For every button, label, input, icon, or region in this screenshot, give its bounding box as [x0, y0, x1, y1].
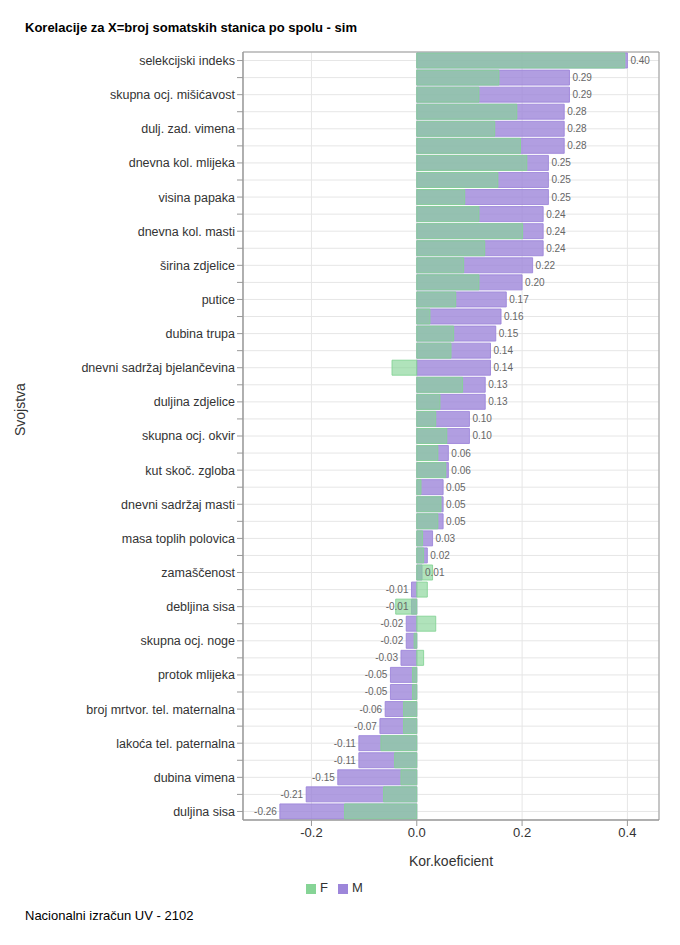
svg-text:Kor.koeficient: Kor.koeficient	[409, 853, 493, 869]
svg-text:zamaščenost: zamaščenost	[161, 566, 235, 580]
svg-text:-0.06: -0.06	[359, 704, 382, 715]
svg-text:-0.11: -0.11	[334, 755, 356, 766]
svg-text:0.16: 0.16	[504, 311, 524, 322]
svg-text:protok mlijeka: protok mlijeka	[158, 668, 235, 682]
svg-text:0.14: 0.14	[493, 362, 513, 373]
svg-text:0.01: 0.01	[425, 567, 445, 578]
svg-text:0.25: 0.25	[551, 192, 571, 203]
svg-text:0.14: 0.14	[493, 345, 513, 356]
svg-text:dnevni sadržaj bjelančevina: dnevni sadržaj bjelančevina	[81, 361, 235, 375]
svg-text:lakoća tel. paternalna: lakoća tel. paternalna	[116, 737, 235, 751]
svg-text:-0.03: -0.03	[375, 652, 398, 663]
svg-text:širina zdjelice: širina zdjelice	[160, 259, 235, 273]
svg-text:kut skoč. zgloba: kut skoč. zgloba	[145, 464, 235, 478]
svg-text:-0.26: -0.26	[254, 806, 277, 817]
svg-text:0.24: 0.24	[546, 226, 566, 237]
svg-text:0.4: 0.4	[618, 825, 636, 840]
svg-text:0.24: 0.24	[546, 243, 566, 254]
svg-text:0.0: 0.0	[408, 825, 426, 840]
svg-text:0.05: 0.05	[446, 482, 466, 493]
svg-text:-0.02: -0.02	[380, 635, 403, 646]
svg-text:0.2: 0.2	[513, 825, 531, 840]
svg-text:0.24: 0.24	[546, 209, 566, 220]
svg-text:0.29: 0.29	[572, 89, 592, 100]
svg-text:0.22: 0.22	[536, 260, 556, 271]
svg-text:dnevni sadržaj masti: dnevni sadržaj masti	[121, 498, 235, 512]
svg-text:duljina zdjelice: duljina zdjelice	[154, 395, 235, 409]
svg-text:0.10: 0.10	[472, 430, 492, 441]
svg-text:skupna ocj. mišićavost: skupna ocj. mišićavost	[110, 88, 236, 102]
svg-text:0.13: 0.13	[488, 396, 508, 407]
svg-text:-0.21: -0.21	[280, 789, 303, 800]
svg-text:0.13: 0.13	[488, 379, 508, 390]
svg-text:-0.05: -0.05	[365, 669, 388, 680]
svg-text:0.28: 0.28	[567, 123, 587, 134]
svg-text:masa toplih polovica: masa toplih polovica	[122, 532, 235, 546]
svg-text:0.03: 0.03	[436, 533, 456, 544]
svg-text:0.25: 0.25	[551, 157, 571, 168]
svg-text:0.05: 0.05	[446, 499, 466, 510]
svg-text:-0.07: -0.07	[354, 721, 377, 732]
svg-text:-0.01: -0.01	[386, 584, 409, 595]
svg-text:dubina vimena: dubina vimena	[154, 771, 235, 785]
svg-text:0.06: 0.06	[451, 465, 471, 476]
svg-text:-0.2: -0.2	[300, 825, 322, 840]
svg-text:0.17: 0.17	[509, 294, 529, 305]
svg-text:0.05: 0.05	[446, 516, 466, 527]
svg-text:dulj. zad. vimena: dulj. zad. vimena	[141, 122, 235, 136]
html-text:F: F	[320, 880, 328, 895]
svg-text:duljina sisa: duljina sisa	[173, 805, 235, 819]
svg-text:-0.01: -0.01	[386, 601, 409, 612]
svg-text:dubina trupa: dubina trupa	[165, 327, 235, 341]
svg-text:-0.05: -0.05	[365, 686, 388, 697]
svg-text:0.02: 0.02	[430, 550, 450, 561]
svg-text:-0.11: -0.11	[334, 738, 356, 749]
svg-text:dnevna kol. mlijeka: dnevna kol. mlijeka	[129, 156, 235, 170]
html-text:M: M	[352, 880, 363, 895]
svg-text:0.15: 0.15	[499, 328, 519, 339]
svg-text:skupna ocj. noge: skupna ocj. noge	[140, 634, 235, 648]
svg-text:-0.15: -0.15	[312, 772, 335, 783]
svg-text:0.28: 0.28	[567, 140, 587, 151]
html-text:Nacionalni izračun UV - 2102: Nacionalni izračun UV - 2102	[25, 908, 194, 923]
svg-text:skupna ocj. okvir: skupna ocj. okvir	[142, 429, 235, 443]
svg-text:selekcijski indeks: selekcijski indeks	[139, 54, 235, 68]
svg-text:0.25: 0.25	[551, 174, 571, 185]
svg-text:dnevna kol. masti: dnevna kol. masti	[138, 225, 235, 239]
html-text:Korelacije za X=broj somatskih: Korelacije za X=broj somatskih stanica p…	[25, 20, 357, 35]
svg-text:0.29: 0.29	[572, 72, 592, 83]
svg-text:0.28: 0.28	[567, 106, 587, 117]
svg-text:-0.02: -0.02	[380, 618, 403, 629]
svg-text:0.20: 0.20	[525, 277, 545, 288]
svg-text:0.06: 0.06	[451, 448, 471, 459]
svg-text:broj mrtvor. tel. maternalna: broj mrtvor. tel. maternalna	[86, 703, 235, 717]
svg-text:visina papaka: visina papaka	[159, 191, 235, 205]
svg-text:0.10: 0.10	[472, 413, 492, 424]
svg-text:putice: putice	[202, 293, 235, 307]
svg-text:0.40: 0.40	[630, 55, 650, 66]
svg-text:Svojstva: Svojstva	[12, 383, 28, 436]
svg-text:debljina sisa: debljina sisa	[166, 600, 235, 614]
